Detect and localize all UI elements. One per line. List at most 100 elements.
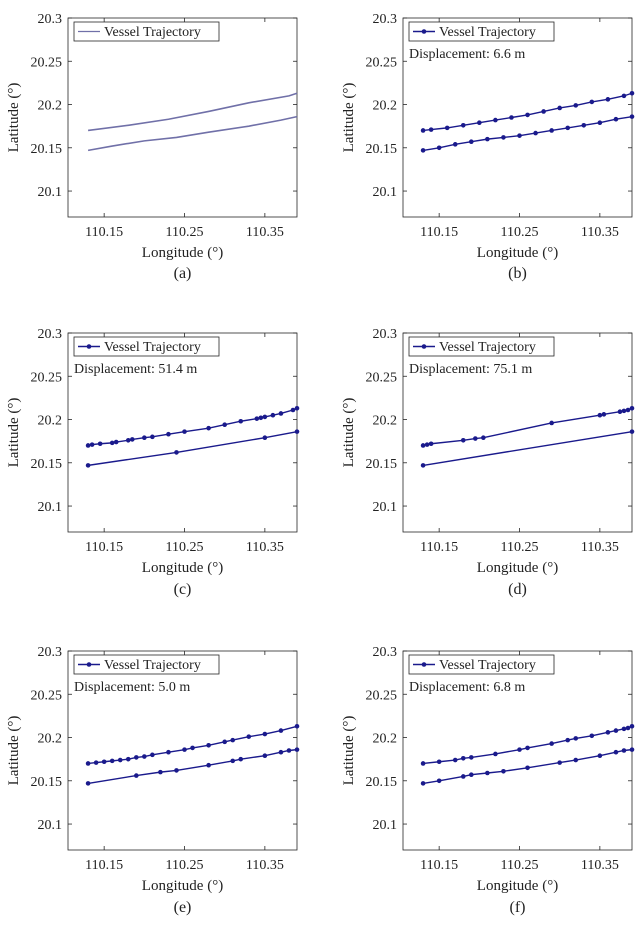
trajectory-point (262, 414, 268, 420)
trajectory-point (294, 429, 300, 434)
x-axis-label: Longitude (°) (142, 878, 223, 894)
trajectory-point (468, 772, 474, 778)
trajectory-point (485, 770, 490, 776)
trajectory-point (133, 755, 139, 760)
legend-label: Vessel Trajectory (439, 25, 536, 40)
trajectory-point (222, 739, 227, 745)
y-tick-label: 20.2 (38, 99, 63, 114)
trajectory-point (113, 439, 119, 445)
x-tick-label: 110.35 (246, 225, 284, 240)
panel-caption: (f) (510, 899, 526, 916)
trajectory-point (485, 136, 490, 142)
trajectory-point (517, 747, 522, 752)
panel-caption: (d) (508, 581, 527, 598)
y-axis-label: Latitude (°) (341, 398, 357, 468)
trajectory-point (85, 443, 91, 448)
y-tick-label: 20.1 (38, 500, 63, 515)
trajectory-point (85, 761, 91, 766)
x-tick-label: 110.35 (581, 540, 619, 555)
x-axis-label: Longitude (°) (477, 878, 558, 894)
trajectory-point (525, 112, 530, 118)
trajectory-point (262, 753, 268, 758)
trajectory-point (557, 760, 562, 765)
trajectory-point (254, 416, 260, 421)
y-tick-label: 20.3 (373, 12, 398, 27)
chart-panel-b: 20.1 20.15 20.2 20.25 20.3 110.15 110.25 110.35… (341, 12, 635, 282)
trajectory-point (278, 749, 284, 755)
trajectory-point (452, 757, 458, 763)
y-tick-label: 20.3 (38, 645, 63, 660)
trajectory-point (420, 128, 426, 133)
displacement-annotation: Displacement: 5.0 m (74, 680, 190, 695)
trajectory-point (206, 762, 211, 768)
trajectory-point (206, 743, 211, 748)
y-tick-label: 20.25 (366, 370, 398, 385)
y-tick-label: 20.1 (373, 185, 398, 200)
trajectory-point (613, 728, 619, 733)
panel-caption: (b) (508, 265, 527, 282)
y-tick-label: 20.25 (366, 688, 398, 703)
y-tick-label: 20.15 (31, 457, 63, 472)
trajectory-point (625, 407, 631, 413)
y-tick-label: 20.15 (366, 775, 398, 790)
y-axis-label: Latitude (°) (341, 716, 357, 786)
trajectory-point (133, 773, 139, 778)
x-tick-label: 110.15 (85, 858, 123, 873)
legend-label: Vessel Trajectory (104, 25, 201, 40)
y-tick-label: 20.3 (38, 12, 63, 27)
x-tick-label: 110.25 (501, 540, 539, 555)
trajectory-point (565, 737, 571, 743)
y-tick-label: 20.3 (373, 327, 398, 342)
legend-swatch-marker (421, 662, 427, 667)
trajectory-point (125, 756, 131, 762)
trajectory-point (452, 142, 458, 147)
trajectory-point (428, 127, 434, 132)
trajectory-point (420, 761, 426, 766)
y-tick-label: 20.1 (38, 185, 63, 200)
trajectory-point (597, 412, 603, 418)
trajectory-point (238, 418, 244, 424)
plot-frame (67, 17, 298, 218)
y-tick-label: 20.15 (31, 142, 63, 157)
trajectory-point (549, 128, 554, 133)
trajectory-point (142, 754, 147, 759)
y-axis-label: Latitude (°) (6, 83, 22, 153)
trajectory-point (262, 731, 268, 737)
trajectory-point (294, 747, 300, 752)
trajectory-point (605, 730, 611, 735)
trajectory-point (629, 723, 635, 729)
y-tick-label: 20.2 (38, 732, 63, 747)
trajectory-point (206, 425, 211, 431)
trajectory-point (182, 747, 187, 752)
trajectory-point (294, 723, 300, 729)
y-axis-label: Latitude (°) (6, 716, 22, 786)
trajectory-point (93, 760, 99, 765)
trajectory-point (481, 435, 486, 440)
y-tick-label: 20.1 (38, 818, 63, 833)
trajectory-point (468, 755, 474, 760)
y-tick-label: 20.3 (38, 327, 63, 342)
trajectory-point (621, 748, 627, 753)
trajectory-line-1 (87, 92, 298, 132)
legend-swatch-marker (86, 662, 92, 667)
trajectory-point (460, 437, 466, 443)
trajectory-line-2 (87, 115, 298, 152)
trajectory-point (605, 97, 611, 102)
trajectory-point (109, 758, 115, 764)
trajectory-point (613, 116, 619, 122)
x-tick-label: 110.25 (501, 225, 539, 240)
legend-box (408, 654, 555, 675)
x-tick-label: 110.25 (166, 540, 204, 555)
trajectory-point (549, 420, 554, 426)
trajectory-line-2 (422, 115, 633, 152)
x-tick-label: 110.35 (246, 540, 284, 555)
trajectory-point (230, 737, 236, 743)
x-tick-label: 110.15 (420, 540, 458, 555)
trajectory-point (85, 463, 91, 468)
trajectory-point (142, 435, 147, 440)
trajectory-point (525, 745, 530, 751)
trajectory-point (629, 405, 635, 411)
displacement-annotation: Displacement: 75.1 m (409, 362, 532, 377)
trajectory-point (166, 431, 171, 437)
